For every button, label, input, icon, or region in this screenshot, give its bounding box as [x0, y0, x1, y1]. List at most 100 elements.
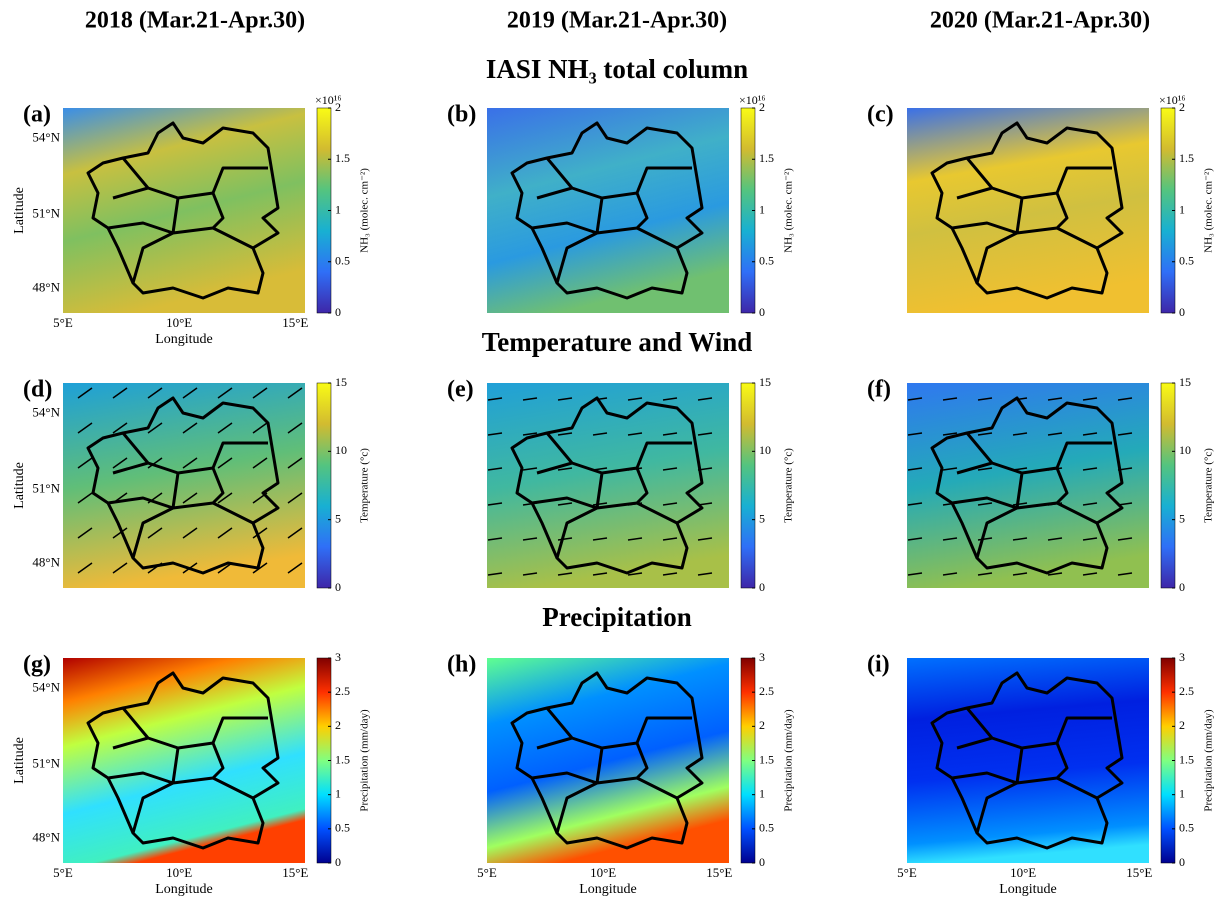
panel-label: (i)	[867, 652, 890, 678]
wind-arrow	[697, 467, 713, 471]
wind-arrow	[147, 492, 163, 504]
colorbar-tick-label: 0	[335, 580, 341, 594]
wind-arrow	[627, 432, 643, 436]
x-axis-label: Longitude	[579, 882, 637, 897]
wind-arrow	[942, 397, 958, 401]
x-tick-label: 15°E	[282, 865, 308, 880]
wind-arrow	[1047, 572, 1063, 576]
wind-arrow	[1117, 467, 1133, 471]
wind-arrow	[977, 432, 993, 436]
y-tick-label: 51°N	[32, 481, 60, 496]
colorbar-tick-label: 2	[335, 718, 341, 732]
wind-arrow	[77, 387, 93, 399]
colorbar-tick-label: 0.5	[335, 254, 350, 268]
x-tick-label: 10°E	[166, 865, 192, 880]
wind-arrow	[907, 467, 923, 471]
column-title: 2018 (Mar.21-Apr.30)	[85, 8, 305, 34]
wind-arrow	[1117, 397, 1133, 401]
colorbar-tick-label: 0	[335, 305, 341, 319]
map-field	[907, 658, 1149, 863]
wind-arrow	[147, 562, 163, 574]
colorbar-tick-label: 3	[335, 650, 341, 664]
wind-arrow	[662, 397, 678, 401]
wind-arrow	[487, 397, 503, 401]
wind-arrow	[627, 467, 643, 471]
colorbar-exponent: ×10¹⁶	[739, 93, 766, 107]
colorbar-tick-label: 5	[335, 511, 341, 525]
wind-arrow	[907, 537, 923, 541]
colorbar-tick-label: 15	[335, 375, 347, 389]
colorbar-tick-label: 3	[1179, 650, 1185, 664]
colorbar-label: Temperature (°c)	[359, 448, 371, 523]
wind-arrow	[487, 537, 503, 541]
colorbar-tick-label: 1	[1179, 786, 1185, 800]
wind-arrow	[522, 467, 538, 471]
wind-arrow	[697, 537, 713, 541]
x-tick-label: 15°E	[706, 865, 732, 880]
colorbar-tick-label: 0.5	[759, 821, 774, 835]
colorbar-tick-label: 2	[759, 718, 765, 732]
wind-arrow	[252, 527, 268, 539]
wind-arrow	[217, 527, 233, 539]
wind-arrow	[1047, 467, 1063, 471]
wind-arrow	[1047, 432, 1063, 436]
wind-arrow	[77, 562, 93, 574]
wind-arrow	[252, 387, 268, 399]
wind-arrow	[1117, 432, 1133, 436]
y-tick-label: 48°N	[32, 554, 60, 569]
wind-arrow	[977, 502, 993, 506]
wind-arrow	[662, 502, 678, 506]
colorbar-tick-label: 0.5	[1179, 821, 1194, 835]
colorbar-tick-label: 10	[1179, 443, 1191, 457]
wind-arrow	[112, 422, 128, 434]
colorbar-exponent: ×10¹⁶	[1159, 93, 1186, 107]
colorbar-tick-label: 1	[759, 786, 765, 800]
y-tick-label: 48°N	[32, 829, 60, 844]
wind-arrow	[907, 502, 923, 506]
colorbar-label: Temperature (°c)	[783, 448, 795, 523]
wind-arrow	[557, 397, 573, 401]
section-title: IASI NH₃ total column	[486, 54, 748, 84]
colorbar-tick-label: 10	[759, 443, 771, 457]
x-tick-label: 10°E	[166, 315, 192, 330]
colorbar-tick-label: 15	[759, 375, 771, 389]
wind-arrow	[592, 397, 608, 401]
wind-arrow	[287, 492, 303, 504]
wind-arrow	[1012, 572, 1028, 576]
wind-arrow	[627, 502, 643, 506]
wind-arrow	[662, 467, 678, 471]
wind-arrow	[1012, 397, 1028, 401]
wind-arrow	[697, 502, 713, 506]
wind-arrow	[592, 467, 608, 471]
wind-arrow	[487, 432, 503, 436]
wind-arrow	[977, 397, 993, 401]
wind-arrow	[907, 397, 923, 401]
wind-arrow	[77, 527, 93, 539]
colorbar-exponent: ×10¹⁶	[315, 93, 342, 107]
section-title: Precipitation	[542, 602, 691, 632]
colorbar-tick-label: 0	[759, 580, 765, 594]
wind-arrow	[557, 432, 573, 436]
colorbar-tick-label: 0	[1179, 580, 1185, 594]
colorbar-tick-label: 1	[759, 202, 765, 216]
colorbar-tick-label: 0.5	[335, 821, 350, 835]
wind-arrow	[287, 527, 303, 539]
map-field	[63, 658, 305, 863]
colorbar-tick-label: 1.5	[335, 151, 350, 165]
y-tick-label: 51°N	[32, 756, 60, 771]
map-field	[63, 108, 305, 313]
wind-arrow	[112, 562, 128, 574]
panel-label: (g)	[23, 652, 51, 678]
x-tick-label: 5°E	[897, 865, 917, 880]
wind-arrow	[77, 457, 93, 469]
panel-label: (f)	[867, 377, 891, 403]
panel-label: (c)	[867, 102, 894, 128]
wind-arrow	[1047, 502, 1063, 506]
x-tick-label: 15°E	[282, 315, 308, 330]
x-tick-label: 10°E	[590, 865, 616, 880]
wind-arrow	[487, 502, 503, 506]
wind-arrow	[147, 457, 163, 469]
panel-label: (b)	[447, 102, 476, 128]
wind-arrow	[592, 537, 608, 541]
colorbar	[1160, 382, 1176, 589]
